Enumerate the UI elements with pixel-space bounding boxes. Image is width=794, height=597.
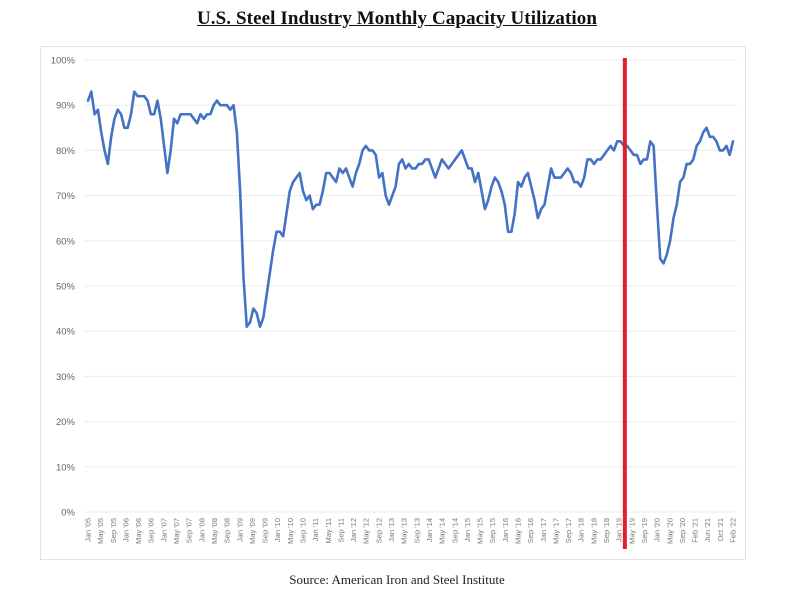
y-tick-label: 0%	[61, 508, 75, 519]
x-tick-label: Feb '21	[691, 518, 700, 543]
x-tick-label: Sep '15	[488, 518, 497, 543]
x-tick-label: Sep '19	[640, 518, 649, 543]
y-tick-label: 90%	[56, 101, 76, 112]
x-tick-label: Jun '21	[703, 518, 712, 542]
y-tick-label: 70%	[56, 191, 76, 202]
x-tick-label: May '11	[324, 518, 333, 543]
series-points	[87, 90, 734, 327]
y-axis-ticks: 0% 10% 20% 30% 40% 50% 60% 70% 80% 90% 100%	[51, 56, 76, 519]
x-tick-label: May '06	[134, 518, 143, 544]
x-tick-label: Jan '18	[577, 518, 586, 542]
x-tick-label: Jan '14	[425, 518, 434, 542]
y-tick-label: 60%	[56, 236, 76, 247]
x-tick-label: Sep '14	[450, 518, 459, 543]
x-tick-label: May '20	[665, 518, 674, 544]
x-tick-label: May '05	[96, 518, 105, 544]
x-tick-label: Jan '05	[84, 518, 93, 542]
x-tick-label: Jan '13	[387, 518, 396, 542]
x-tick-label: Jan '17	[539, 518, 548, 542]
x-tick-label: Jan '16	[501, 518, 510, 542]
x-tick-label: May '09	[248, 518, 257, 544]
x-tick-label: Oct '21	[716, 518, 725, 542]
x-tick-label: May '15	[476, 518, 485, 544]
x-tick-label: Jan '06	[121, 518, 130, 542]
x-tick-label: May '19	[627, 518, 636, 544]
x-axis-ticks: Jan '05 May '05 Sep '05 Jan '06 May '06 Sep '…	[84, 518, 738, 544]
x-tick-label: May '17	[551, 518, 560, 544]
x-tick-label: Jan '09	[235, 518, 244, 542]
x-tick-label: Sep '13	[412, 518, 421, 543]
series-line	[86, 90, 735, 328]
x-tick-label: May '07	[172, 518, 181, 544]
x-tick-label: Sep '20	[678, 518, 687, 543]
gridlines	[84, 59, 737, 513]
x-tick-label: Jan '20	[653, 518, 662, 542]
x-tick-label: Sep '16	[526, 518, 535, 543]
y-tick-label: 10%	[56, 462, 76, 473]
x-tick-label: Sep '11	[336, 518, 345, 543]
chart-title: U.S. Steel Industry Monthly Capacity Uti…	[196, 8, 598, 29]
x-tick-label: Sep '10	[299, 518, 308, 543]
chart-frame	[40, 46, 746, 560]
x-tick-label: Jan '10	[273, 518, 282, 542]
x-tick-label: May '12	[362, 518, 371, 544]
x-tick-label: May '13	[400, 518, 409, 544]
y-tick-label: 20%	[56, 417, 76, 428]
x-tick-label: Sep '06	[147, 518, 156, 543]
y-tick-label: 40%	[56, 327, 76, 338]
source-note: Source: American Iron and Steel Institut…	[289, 572, 505, 587]
x-tick-label: Jan '15	[463, 518, 472, 542]
x-tick-label: May '16	[514, 518, 523, 544]
x-tick-label: May '10	[286, 518, 295, 544]
x-tick-label: Sep '17	[564, 518, 573, 543]
y-tick-label: 80%	[56, 146, 76, 157]
x-tick-label: May '18	[589, 518, 598, 544]
x-tick-label: Sep '12	[374, 518, 383, 543]
x-tick-label: Sep '07	[185, 518, 194, 543]
y-tick-label: 100%	[51, 56, 76, 67]
x-tick-label: Jan '12	[349, 518, 358, 542]
x-tick-label: Sep '18	[602, 518, 611, 543]
x-tick-label: May '08	[210, 518, 219, 544]
x-tick-label: Jan '07	[159, 518, 168, 542]
x-tick-label: Jan '11	[311, 518, 320, 541]
y-tick-label: 30%	[56, 372, 76, 383]
x-tick-label: Jan '19	[615, 518, 624, 542]
y-tick-label: 50%	[56, 282, 76, 293]
x-tick-label: May '14	[438, 518, 447, 544]
x-tick-label: Sep '05	[109, 518, 118, 543]
x-tick-label: Sep '09	[261, 518, 270, 543]
x-tick-label: Jan '08	[197, 518, 206, 542]
x-tick-label: Sep '08	[223, 518, 232, 543]
x-tick-label: Feb '22	[729, 518, 738, 543]
